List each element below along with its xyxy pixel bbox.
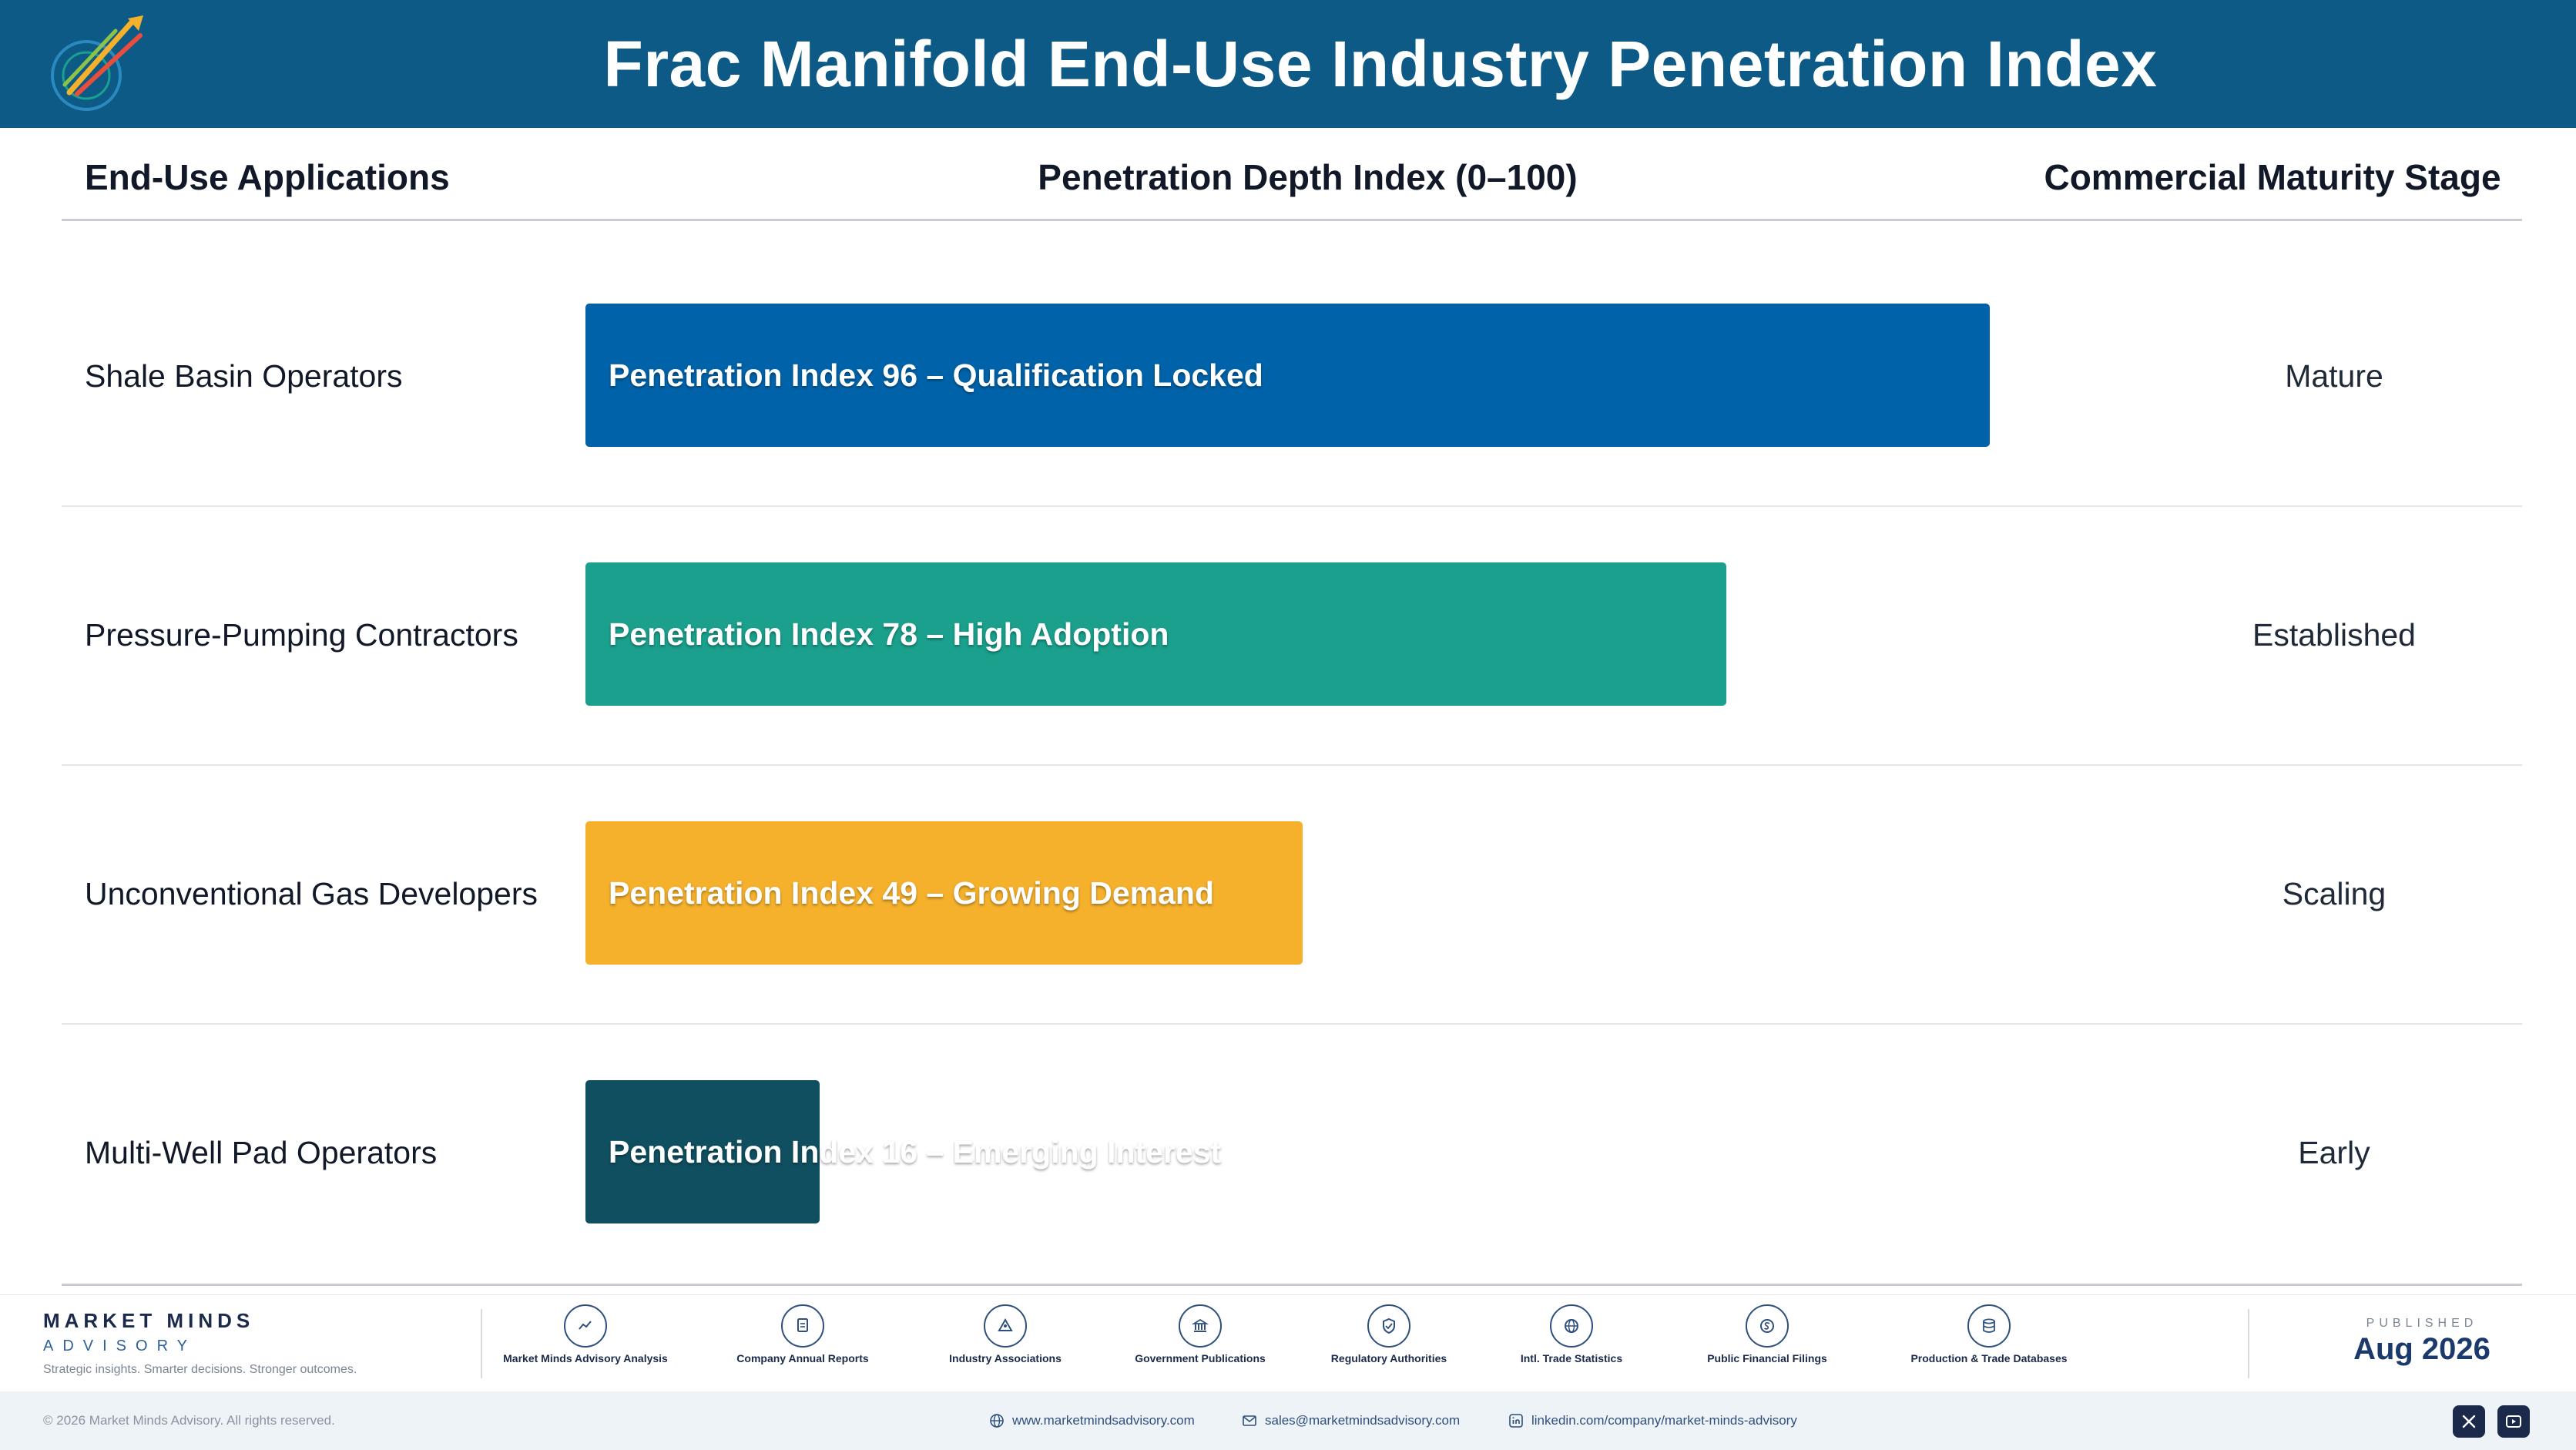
maturity-stage-label: Established — [2252, 616, 2416, 653]
market-minds-logo-icon — [51, 15, 143, 111]
document-icon — [781, 1304, 824, 1348]
maturity-stage-label: Mature — [2285, 357, 2383, 394]
dollar-coin-icon — [1746, 1304, 1789, 1348]
published-label: PUBLISHED — [2366, 1317, 2478, 1330]
chart-row: Unconventional Gas Developers Penetration… — [62, 764, 2522, 1023]
mail-icon — [1243, 1415, 1256, 1426]
row-divider — [62, 505, 2522, 507]
email-text: sales@marketmindsadvisory.com — [1265, 1413, 1461, 1428]
network-icon — [984, 1304, 1027, 1348]
globe-icon — [990, 1414, 1004, 1428]
globe-icon — [1550, 1304, 1593, 1348]
penetration-bar — [585, 1080, 820, 1223]
data-source-label: Industry Associations — [949, 1352, 1062, 1364]
maturity-stage-label: Early — [2298, 1134, 2370, 1170]
penetration-bar — [585, 304, 1990, 447]
government-building-icon — [1179, 1304, 1222, 1348]
row-divider — [62, 1023, 2522, 1025]
data-source-item: Market Minds Advisory Analysis — [501, 1304, 670, 1365]
brand-block: MARKET MINDS ADVISORY Strategic insights… — [43, 1309, 357, 1377]
linkedin-link[interactable]: linkedin.com/company/market-minds-adviso… — [1508, 1391, 1797, 1450]
footer-separator — [481, 1309, 482, 1378]
chart-row: Multi-Well Pad Operators Penetration Inde… — [62, 1023, 2522, 1282]
website-text: www.marketmindsadvisory.com — [1012, 1413, 1195, 1428]
chart-row: Pressure-Pumping Contractors Penetration … — [62, 505, 2522, 764]
chart-line-icon — [564, 1304, 607, 1348]
bar-value-label: Penetration Index 16 – Emerging Interest — [609, 1133, 1222, 1170]
brand-tagline: Strategic insights. Smarter decisions. S… — [43, 1363, 357, 1376]
shield-icon — [1367, 1304, 1410, 1348]
published-date: Aug 2026 — [2353, 1332, 2490, 1366]
linkedin-text: linkedin.com/company/market-minds-adviso… — [1531, 1413, 1797, 1428]
youtube-social-button[interactable] — [2497, 1405, 2530, 1438]
header-divider — [62, 219, 2522, 221]
page-title: Frac Manifold End-Use Industry Penetrati… — [603, 27, 2158, 100]
data-source-item: Public Financial Filings — [1682, 1304, 1852, 1365]
bar-value-label: Penetration Index 49 – Growing Demand — [609, 874, 1215, 911]
database-icon — [1967, 1304, 2011, 1348]
footer-separator — [2248, 1309, 2249, 1378]
data-sources: Market Minds Advisory Analysis Company An… — [503, 1304, 2234, 1389]
column-header-index: Penetration Depth Index (0–100) — [1038, 157, 1578, 197]
data-source-item: Intl. Trade Statistics — [1487, 1304, 1656, 1365]
brand-subtitle: ADVISORY — [43, 1338, 196, 1354]
x-social-button[interactable] — [2453, 1405, 2485, 1438]
data-source-item: Company Annual Reports — [718, 1304, 887, 1365]
copyright-text: © 2026 Market Minds Advisory. All rights… — [43, 1413, 335, 1428]
website-link[interactable]: www.marketmindsadvisory.com — [989, 1391, 1195, 1450]
penetration-bar — [585, 821, 1303, 965]
application-label: Unconventional Gas Developers — [85, 876, 538, 911]
chart-row: Shale Basin Operators Penetration Index 9… — [62, 247, 2522, 505]
brand-name: MARKET MINDS — [43, 1309, 255, 1332]
data-source-label: Public Financial Filings — [1707, 1352, 1827, 1364]
bar-value-label: Penetration Index 96 – Qualification Loc… — [609, 357, 1263, 393]
data-source-label: Intl. Trade Statistics — [1520, 1352, 1623, 1364]
footer: MARKET MINDS ADVISORY Strategic insights… — [0, 1294, 2576, 1391]
application-label: Pressure-Pumping Contractors — [85, 617, 518, 653]
bar-value-label: Penetration Index 78 – High Adoption — [609, 616, 1169, 652]
column-header-stage: Commercial Maturity Stage — [2044, 157, 2501, 197]
application-label: Multi-Well Pad Operators — [85, 1135, 438, 1170]
data-source-item: Regulatory Authorities — [1304, 1304, 1474, 1365]
published-block: PUBLISHED Aug 2026 — [2337, 1317, 2507, 1367]
data-source-item: Production & Trade Databases — [1904, 1304, 2074, 1365]
penetration-bar — [585, 562, 1726, 706]
data-source-label: Company Annual Reports — [736, 1352, 869, 1364]
application-label: Shale Basin Operators — [85, 358, 403, 394]
data-source-label: Production & Trade Databases — [1910, 1352, 2068, 1364]
linkedin-icon — [1509, 1414, 1523, 1428]
data-source-label: Market Minds Advisory Analysis — [503, 1352, 668, 1364]
sub-footer: © 2026 Market Minds Advisory. All rights… — [0, 1391, 2576, 1450]
youtube-icon — [2506, 1415, 2521, 1428]
column-header-applications: End-Use Applications — [85, 157, 450, 197]
maturity-stage-label: Scaling — [2282, 875, 2386, 911]
header-banner: Frac Manifold End-Use Industry Penetrati… — [0, 0, 2576, 128]
chart-bottom-divider — [62, 1284, 2522, 1286]
data-source-item: Industry Associations — [921, 1304, 1090, 1365]
row-divider — [62, 764, 2522, 766]
email-link[interactable]: sales@marketmindsadvisory.com — [1242, 1391, 1460, 1450]
data-source-label: Government Publications — [1135, 1352, 1266, 1364]
x-logo-icon — [2462, 1415, 2476, 1428]
data-source-item: Government Publications — [1115, 1304, 1285, 1365]
data-source-label: Regulatory Authorities — [1330, 1352, 1447, 1364]
